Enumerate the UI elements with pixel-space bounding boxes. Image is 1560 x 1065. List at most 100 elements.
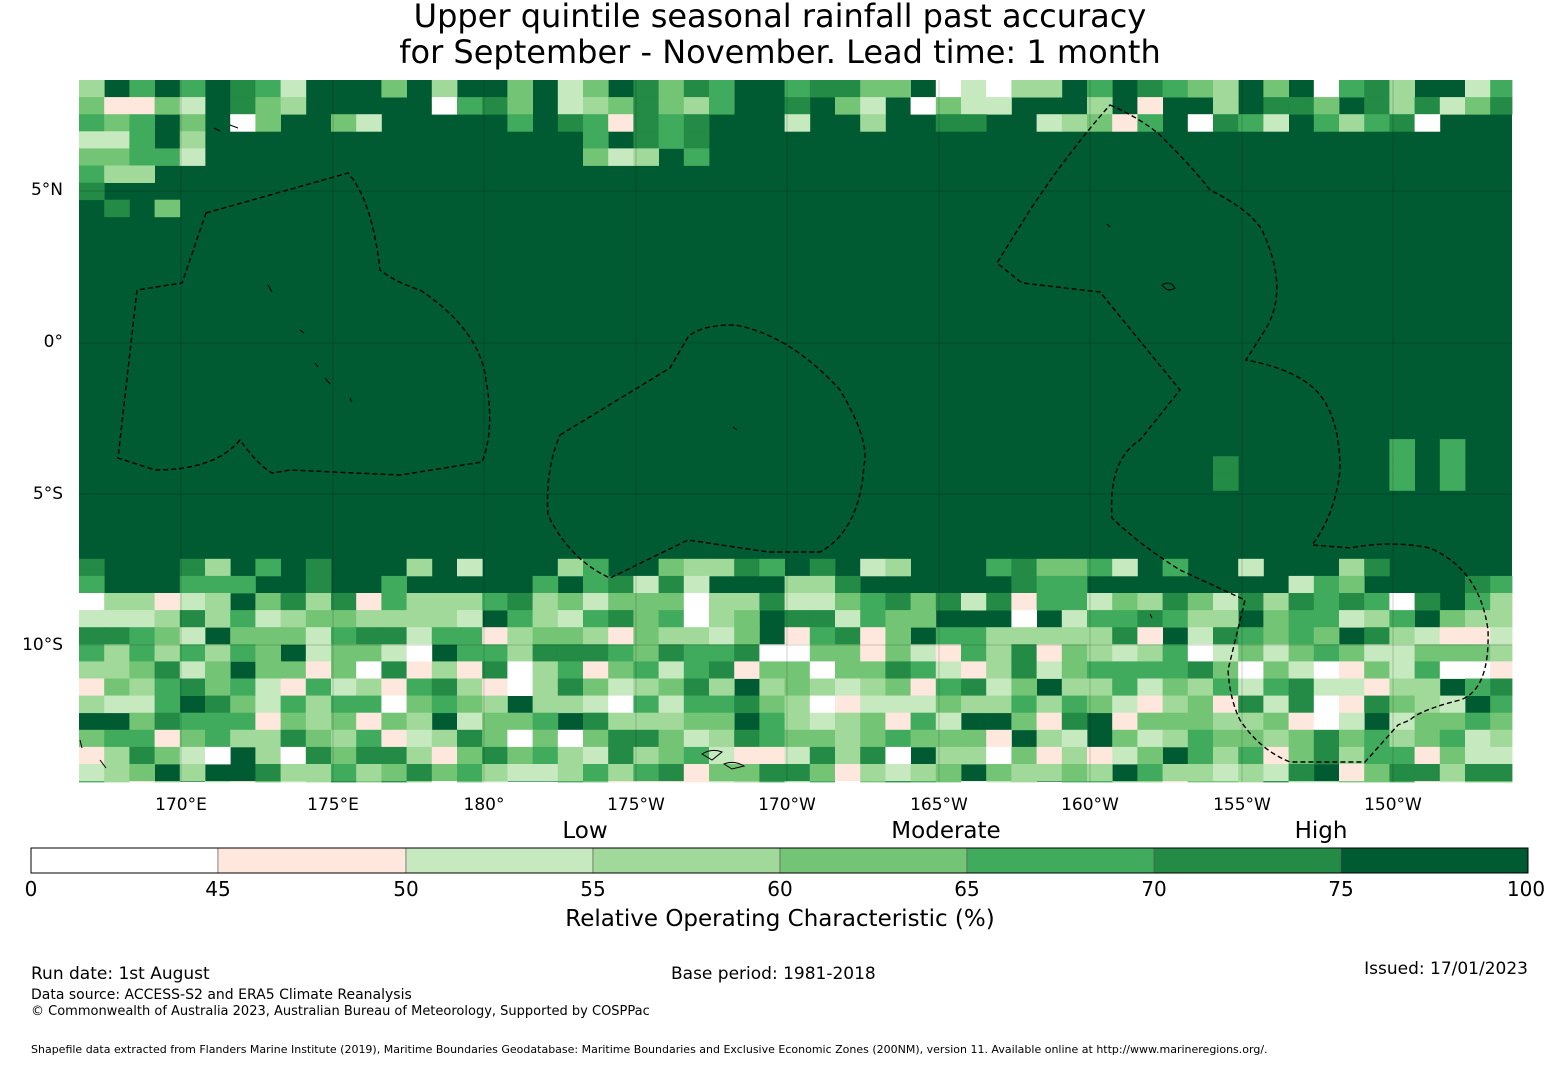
accuracy-cell <box>961 80 987 98</box>
colorbar-tick: 0 <box>24 877 38 901</box>
accuracy-cell <box>230 610 256 628</box>
accuracy-cell <box>583 80 609 98</box>
accuracy-cell <box>1263 610 1289 628</box>
accuracy-cell <box>179 678 206 696</box>
accuracy-cell <box>734 661 760 679</box>
accuracy-cell <box>507 712 533 731</box>
accuracy-cell <box>1288 695 1315 714</box>
accuracy-cell <box>860 661 886 679</box>
accuracy-cell <box>482 746 508 765</box>
accuracy-cell <box>1011 661 1037 679</box>
accuracy-cell <box>658 80 685 98</box>
accuracy-cell <box>1162 644 1189 662</box>
accuracy-cell <box>1389 456 1415 474</box>
accuracy-cell <box>1087 764 1113 782</box>
accuracy-cell <box>835 627 861 645</box>
accuracy-cell <box>608 729 634 748</box>
accuracy-cell <box>179 80 206 98</box>
accuracy-cell <box>179 712 206 731</box>
colorbar-segment <box>217 847 407 874</box>
accuracy-cell <box>255 627 281 645</box>
accuracy-cell <box>1061 627 1088 645</box>
accuracy-cell <box>1162 781 1189 783</box>
accuracy-cell <box>230 729 256 748</box>
accuracy-cell <box>356 695 382 714</box>
accuracy-cell <box>658 97 685 115</box>
accuracy-cell <box>1036 114 1063 132</box>
accuracy-cell <box>935 644 962 662</box>
accuracy-cell <box>532 610 559 628</box>
accuracy-cell <box>331 764 357 782</box>
accuracy-cell <box>709 764 735 782</box>
accuracy-cell <box>709 695 735 714</box>
colorbar-tick: 45 <box>205 877 231 901</box>
accuracy-cell <box>986 644 1012 662</box>
accuracy-cell <box>507 644 533 662</box>
accuracy-cell <box>154 678 181 696</box>
accuracy-cell <box>179 746 206 765</box>
accuracy-cell <box>280 593 307 611</box>
accuracy-cell <box>280 661 307 679</box>
accuracy-cell <box>835 575 861 594</box>
accuracy-cell <box>406 695 433 714</box>
accuracy-cell <box>381 610 407 628</box>
accuracy-cell <box>79 644 105 662</box>
accuracy-cell <box>1439 781 1466 783</box>
accuracy-cell <box>205 781 231 783</box>
accuracy-cell <box>860 610 886 628</box>
accuracy-cell <box>205 695 231 714</box>
accuracy-cell <box>104 165 130 183</box>
accuracy-cell <box>683 781 710 783</box>
accuracy-cell <box>104 131 130 149</box>
accuracy-cell <box>79 695 105 714</box>
accuracy-cell <box>1490 80 1513 98</box>
accuracy-cell <box>1465 80 1491 98</box>
accuracy-cell <box>1439 729 1466 748</box>
accuracy-cell <box>1414 644 1441 662</box>
accuracy-cell <box>1313 678 1340 696</box>
accuracy-cell <box>1238 627 1264 645</box>
accuracy-cell <box>759 764 785 782</box>
accuracy-cell <box>1288 575 1315 594</box>
accuracy-cell <box>457 746 483 765</box>
accuracy-cell <box>1137 781 1163 783</box>
island-outlines <box>79 124 1176 770</box>
accuracy-cell <box>1389 661 1415 679</box>
accuracy-cell <box>809 781 836 783</box>
accuracy-cell <box>482 781 508 783</box>
eez-boundaries <box>117 104 1489 763</box>
accuracy-cell <box>104 746 130 765</box>
accuracy-cell <box>1313 627 1340 645</box>
accuracy-cell <box>255 729 281 748</box>
accuracy-cell <box>658 729 685 748</box>
lon-label: 150°W <box>1364 795 1422 815</box>
accuracy-cell <box>179 729 206 748</box>
accuracy-cell <box>633 575 659 594</box>
accuracy-cell <box>255 746 281 765</box>
accuracy-cell <box>1339 729 1365 748</box>
accuracy-cell <box>532 678 559 696</box>
accuracy-cell <box>331 627 357 645</box>
accuracy-cell <box>961 678 987 696</box>
lon-label: 180° <box>463 795 505 815</box>
colorbar-segment <box>405 847 594 874</box>
accuracy-cell <box>129 627 155 645</box>
accuracy-cell <box>557 695 584 714</box>
accuracy-cell <box>305 729 332 748</box>
accuracy-cell <box>709 678 735 696</box>
accuracy-cell <box>79 593 105 611</box>
accuracy-cell <box>1439 644 1466 662</box>
colorbar-tick: 70 <box>1141 877 1167 901</box>
accuracy-cell <box>1439 661 1466 679</box>
accuracy-cell <box>104 729 130 748</box>
accuracy-cell <box>532 627 559 645</box>
accuracy-cell <box>1439 97 1466 115</box>
accuracy-cell <box>1213 97 1239 115</box>
accuracy-cell <box>734 610 760 628</box>
accuracy-cell <box>104 610 130 628</box>
accuracy-cell <box>129 165 155 183</box>
accuracy-cell <box>1112 695 1138 714</box>
accuracy-cell <box>179 131 206 149</box>
accuracy-cell <box>1162 712 1189 731</box>
accuracy-cell <box>406 746 433 765</box>
